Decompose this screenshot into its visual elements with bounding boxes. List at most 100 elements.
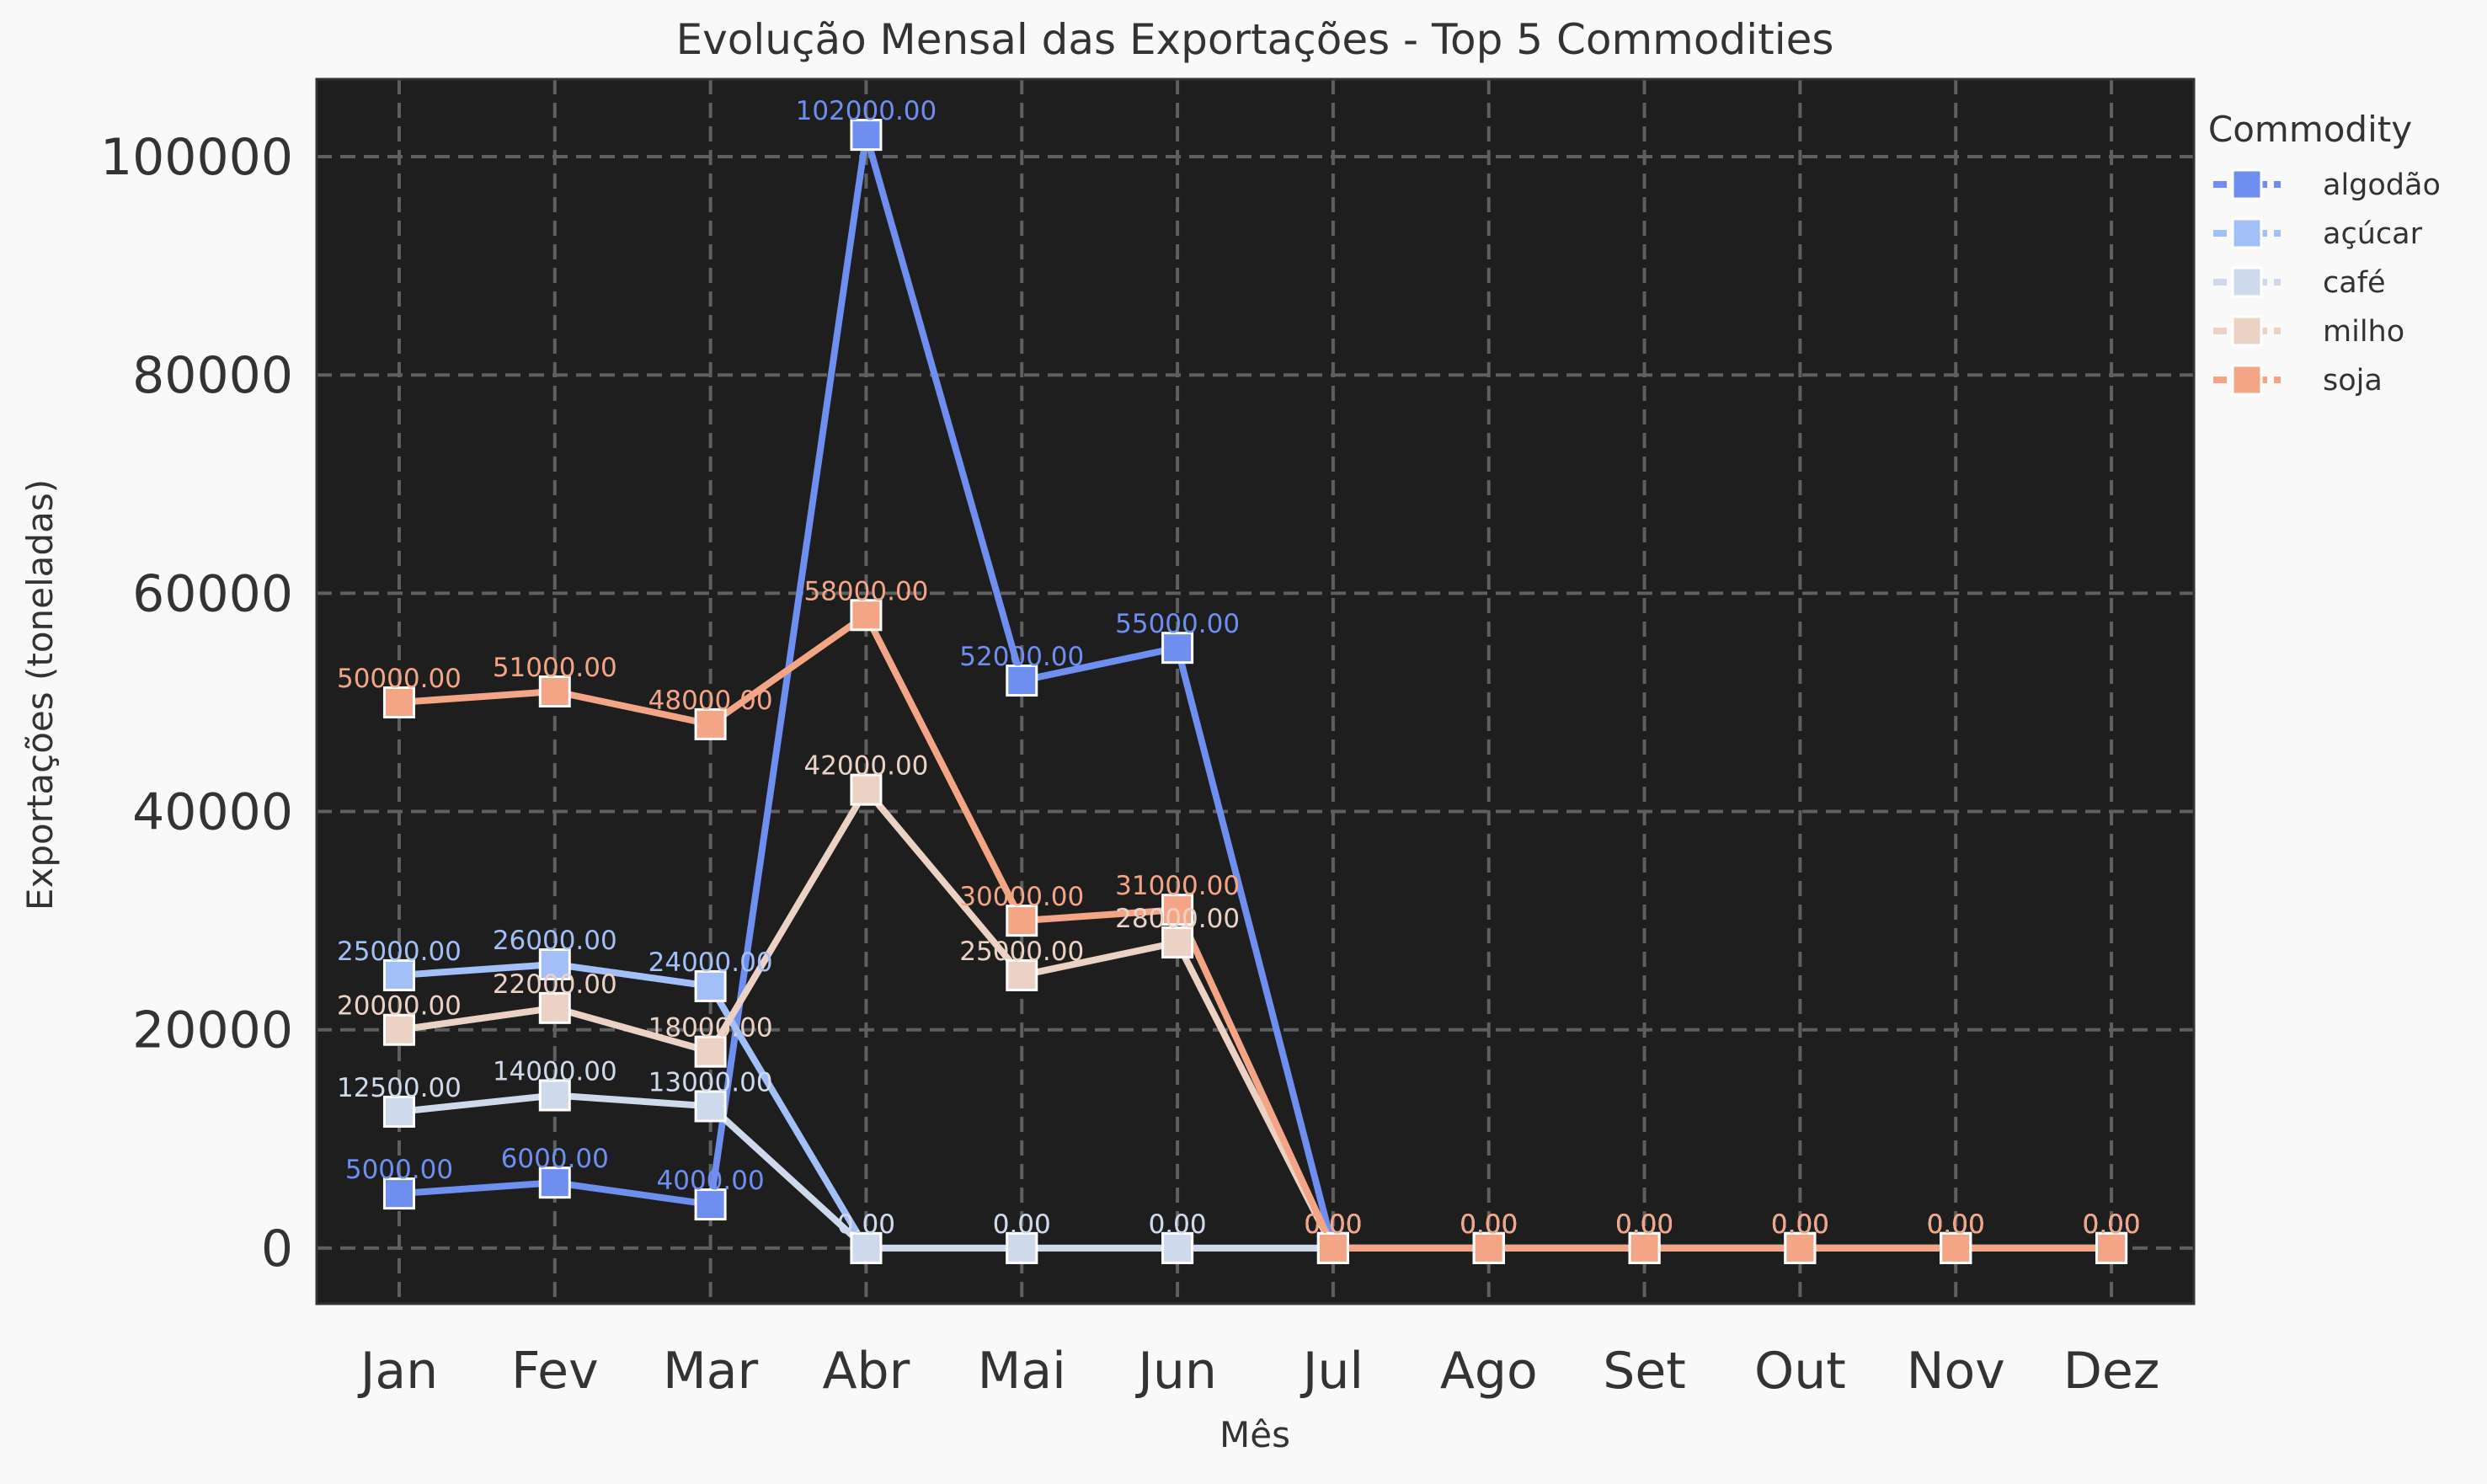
data-label: 0.00 (1615, 1209, 1673, 1240)
legend-title: Commodity (2208, 109, 2412, 150)
series-line (395, 611, 2116, 1252)
data-point (1006, 665, 1038, 697)
data-point (1940, 1231, 1972, 1264)
data-point (850, 773, 883, 806)
data-label: 0.00 (1615, 1209, 1673, 1240)
data-point (1316, 1231, 1349, 1264)
data-label: 0.00 (1771, 1209, 1829, 1240)
data-label: 0.00 (1304, 1209, 1362, 1240)
data-label: 0.00 (993, 1209, 1051, 1240)
data-label: 4000.00 (657, 1166, 765, 1196)
data-label: 0.00 (2083, 1209, 2141, 1240)
data-label: 0.00 (1460, 1209, 1518, 1240)
data-point (1628, 1231, 1661, 1264)
y-tick-label: 40000 (132, 783, 293, 842)
x-tick-label: Set (1603, 1342, 1686, 1401)
data-label: 12500.00 (337, 1073, 462, 1103)
data-label: 51000.00 (493, 653, 617, 683)
y-tick-label: 100000 (100, 128, 293, 187)
data-point (382, 1177, 415, 1210)
data-label: 0.00 (1304, 1209, 1362, 1240)
data-point (850, 599, 883, 632)
data-label: 18000.00 (648, 1013, 773, 1044)
data-label: 0.00 (1771, 1209, 1829, 1240)
data-point (1161, 632, 1194, 665)
data-point (1472, 1231, 1505, 1264)
x-tick-label: Mai (978, 1342, 1066, 1401)
data-label: 25000.00 (959, 937, 1084, 967)
data-label: 0.00 (1771, 1209, 1829, 1240)
data-label: 30000.00 (959, 882, 1084, 912)
data-point (1784, 1231, 1817, 1264)
data-point (1161, 926, 1194, 959)
legend-swatch-marker (2231, 364, 2263, 396)
data-point (1006, 958, 1038, 991)
data-label: 102000.00 (796, 96, 937, 126)
data-label: 0.00 (837, 1209, 895, 1240)
data-label: 0.00 (1771, 1209, 1829, 1240)
data-label: 58000.00 (803, 576, 928, 606)
data-label: 0.00 (1460, 1209, 1518, 1240)
data-point (538, 1079, 571, 1112)
data-label: 0.00 (1149, 1209, 1207, 1240)
y-tick-label: 20000 (132, 1001, 293, 1060)
data-label: 0.00 (1615, 1209, 1673, 1240)
data-point (1161, 1231, 1194, 1264)
data-point (694, 1035, 727, 1068)
data-label: 0.00 (1771, 1209, 1829, 1240)
data-label: 0.00 (2083, 1209, 2141, 1240)
x-tick-label: Dez (2063, 1342, 2160, 1401)
data-label: 24000.00 (648, 948, 773, 978)
data-point (538, 1166, 571, 1199)
y-axis-label: Exportações (toneladas) (19, 479, 61, 910)
data-label: 0.00 (1927, 1209, 1985, 1240)
data-point (850, 119, 883, 152)
x-axis-label: Mês (1219, 1414, 1290, 1455)
data-point (694, 969, 727, 1002)
legend-swatch-marker (2231, 168, 2263, 200)
data-point (1006, 905, 1038, 937)
data-point (2095, 1231, 2128, 1264)
data-label: 22000.00 (493, 969, 617, 1000)
data-label: 0.00 (1149, 1209, 1207, 1240)
y-tick-label: 60000 (132, 564, 293, 623)
data-point (850, 1231, 883, 1264)
data-point (382, 1013, 415, 1046)
x-tick-label: Ago (1440, 1342, 1538, 1401)
data-label: 26000.00 (493, 926, 617, 956)
data-label: 0.00 (1460, 1209, 1518, 1240)
y-tick-label: 80000 (132, 346, 293, 405)
data-label: 14000.00 (493, 1056, 617, 1086)
data-label: 55000.00 (1115, 609, 1240, 639)
data-label: 50000.00 (337, 664, 462, 694)
legend-label: algodão (2323, 168, 2441, 202)
chart-title: Evolução Mensal das Exportações - Top 5 … (676, 15, 1834, 64)
legend-label: café (2323, 266, 2386, 300)
data-point (382, 1095, 415, 1128)
x-tick-label: Jun (1134, 1342, 1217, 1401)
data-point (538, 948, 571, 980)
data-label: 13000.00 (648, 1067, 773, 1097)
data-point (1006, 1231, 1038, 1264)
x-tick-label: Fev (511, 1342, 599, 1401)
legend-swatch-marker (2231, 266, 2263, 298)
data-label: 0.00 (1927, 1209, 1985, 1240)
data-label: 52000.00 (959, 642, 1084, 672)
data-label: 0.00 (1304, 1209, 1362, 1240)
data-label: 42000.00 (803, 751, 928, 782)
data-label: 20000.00 (337, 991, 462, 1022)
data-label: 28000.00 (1115, 904, 1240, 934)
data-label: 0.00 (1304, 1209, 1362, 1240)
legend-label: soja (2323, 364, 2383, 398)
y-tick-label: 0 (261, 1220, 293, 1278)
plot-area (317, 79, 2194, 1304)
plot-border (315, 77, 2196, 1305)
data-label: 0.00 (993, 1209, 1051, 1240)
data-label: 0.00 (2083, 1209, 2141, 1240)
data-label: 0.00 (1615, 1209, 1673, 1240)
data-label: 0.00 (1304, 1209, 1362, 1240)
data-label: 48000.00 (648, 686, 773, 716)
x-tick-label: Out (1754, 1342, 1846, 1401)
